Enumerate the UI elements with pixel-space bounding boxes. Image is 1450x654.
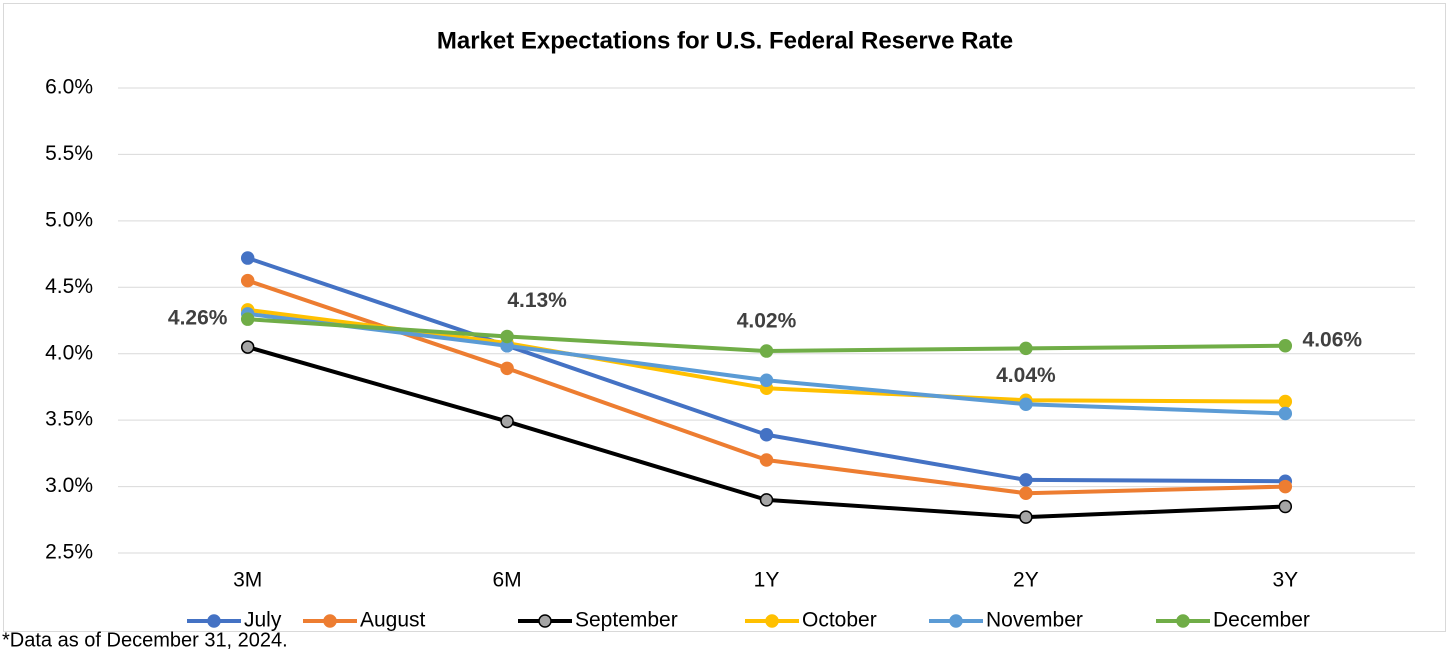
data-label: 4.06% (1303, 328, 1363, 351)
legend-label: December (1213, 609, 1310, 632)
point (1019, 473, 1033, 487)
y-tick-label: 5.0% (45, 208, 93, 231)
chart-title: Market Expectations for U.S. Federal Res… (437, 27, 1013, 54)
y-tick-label: 4.5% (45, 275, 93, 298)
point (759, 493, 774, 507)
point (759, 344, 774, 358)
y-tick-label: 3.5% (45, 408, 93, 431)
data-label: 4.02% (737, 310, 797, 333)
point (1278, 406, 1293, 421)
legend-label: August (360, 609, 426, 632)
point (240, 312, 255, 326)
y-tick-label: 5.5% (45, 142, 93, 165)
point (240, 273, 255, 288)
point (240, 251, 255, 265)
point (759, 428, 774, 442)
legend-label: September (575, 609, 678, 632)
data-label: 4.26% (168, 307, 228, 330)
x-tick-label: 1Y (754, 569, 780, 592)
x-tick-label: 6M (493, 569, 522, 592)
y-tick-label: 6.0% (45, 76, 93, 99)
point (1019, 341, 1033, 356)
y-tick-label: 3.0% (45, 474, 93, 497)
point (1019, 510, 1033, 524)
point (1278, 338, 1293, 353)
point (1278, 394, 1293, 409)
legend-marker (207, 614, 221, 628)
legend-marker (949, 614, 963, 628)
x-tick-label: 3M (233, 569, 262, 592)
y-tick-label: 2.5% (45, 541, 93, 564)
legend-marker (538, 614, 552, 628)
point (1278, 499, 1293, 514)
legend-marker (765, 614, 779, 628)
data-label: 4.04% (996, 364, 1056, 387)
x-tick-label: 3Y (1272, 569, 1298, 592)
point (240, 340, 255, 354)
point (500, 361, 514, 376)
legend-marker (1176, 614, 1190, 628)
point (1019, 486, 1033, 500)
data-label: 4.13% (507, 289, 567, 312)
point (1019, 397, 1033, 411)
point (759, 373, 774, 388)
point (1278, 479, 1293, 494)
x-tick-label: 2Y (1013, 569, 1039, 592)
point (759, 453, 774, 467)
legend-label: October (802, 609, 877, 632)
y-tick-label: 4.0% (45, 341, 93, 364)
legend-marker (323, 614, 337, 628)
legend-label: July (244, 609, 282, 632)
legend-label: November (986, 609, 1083, 632)
footnote: *Data as of December 31, 2024. (2, 629, 288, 651)
point (500, 414, 514, 429)
point (500, 329, 514, 344)
